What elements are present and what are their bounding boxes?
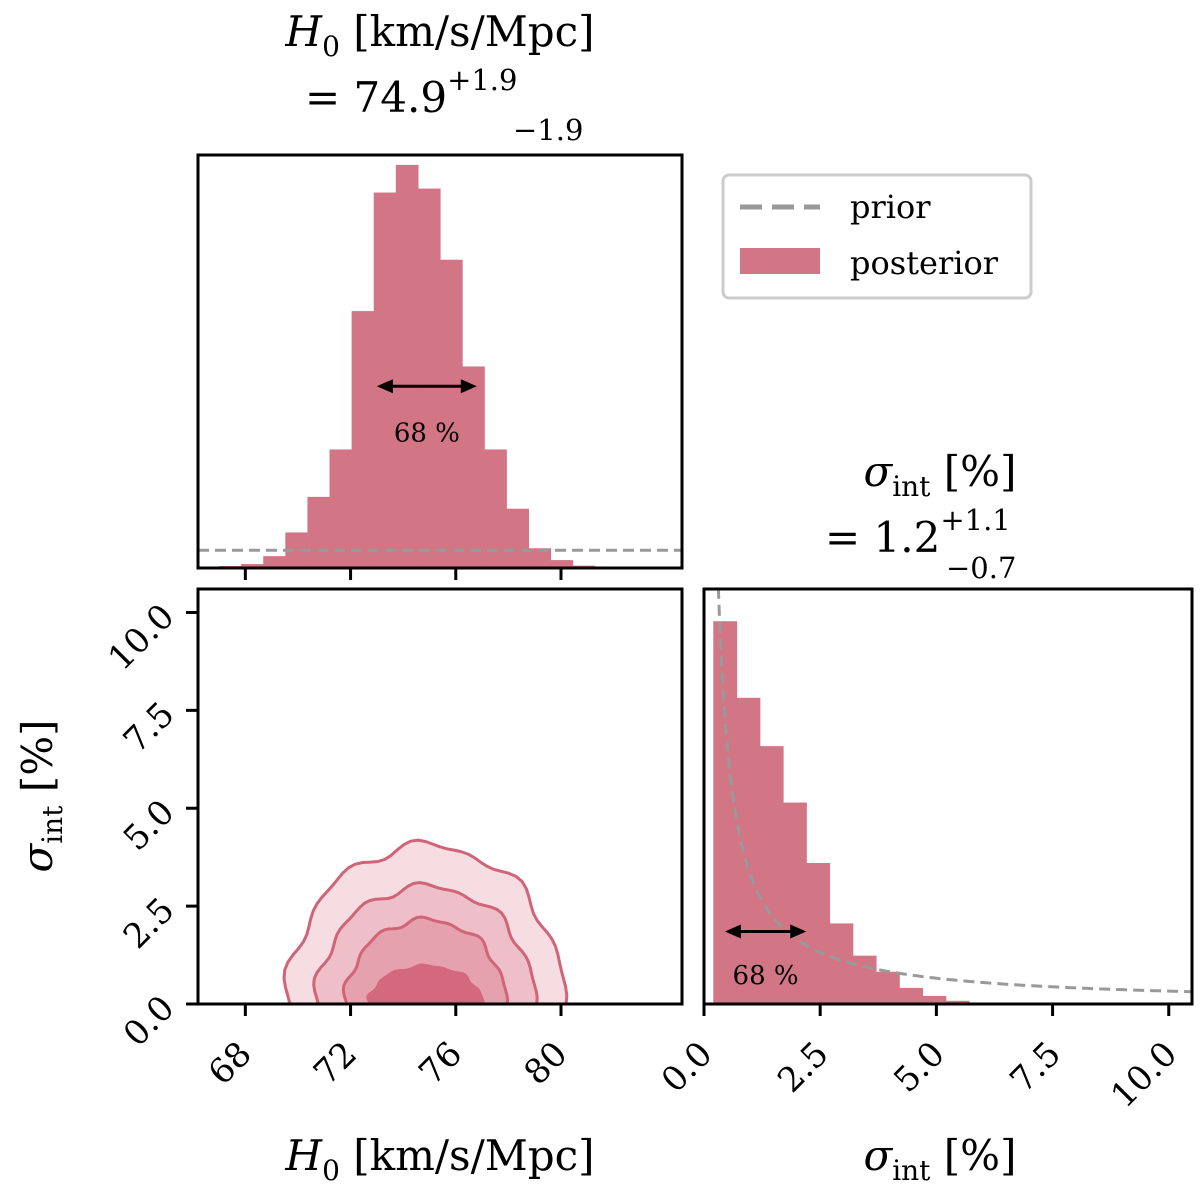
legend-prior-label: prior: [850, 188, 931, 226]
h0-title-sub: 0: [322, 30, 340, 63]
joint-x-label-sub: 0: [322, 1154, 340, 1185]
sigma-result-plus: +1.1: [940, 503, 1010, 537]
joint-x-tick-label: 68: [201, 1034, 260, 1093]
h0-title: H0 [km/s/Mpc]: [284, 7, 594, 63]
h0-bar: [263, 556, 286, 568]
joint-y-tick-label: 10.0: [101, 597, 183, 679]
sigma-bar: [783, 802, 807, 1004]
sigma-x-label: σint [%]: [864, 1131, 1017, 1185]
sigma-bar: [736, 697, 761, 1004]
sigma-x-label-units: [%]: [930, 1131, 1016, 1180]
h0-bar: [285, 532, 309, 568]
legend-posterior-swatch: [740, 248, 820, 274]
h0-marginal-frame: [196, 153, 684, 570]
sigma-bar: [713, 621, 738, 1004]
sigma-bar: [806, 862, 831, 1004]
sigma-x-tick-label: 2.5: [770, 1034, 837, 1101]
sigma-prior-line: [716, 589, 1192, 994]
h0-bar: [506, 508, 529, 568]
h0-result-plus: +1.9: [447, 63, 517, 97]
joint-x-label-units: [km/s/Mpc]: [340, 1131, 595, 1180]
joint-y-label: σint [%]: [13, 720, 69, 873]
h0-bar: [484, 449, 507, 568]
h0-bar: [241, 564, 264, 568]
sigma-title: σint [%]: [864, 447, 1017, 503]
h0-result-value: = 74.9: [305, 73, 447, 122]
sigma-x-tick-label: 7.5: [1002, 1034, 1069, 1101]
h0-result-minus: −1.9: [513, 113, 583, 147]
sigma-x-tick-label: 10.0: [1103, 1034, 1185, 1116]
joint-frame: [196, 587, 684, 1006]
joint-x-tick-label: 80: [516, 1034, 575, 1093]
h0-bar: [440, 259, 463, 568]
sigma-interval-arrow-right: [790, 924, 807, 939]
h0-title-units: [km/s/Mpc]: [340, 7, 595, 56]
h0-bar: [550, 560, 574, 568]
h0-bar: [307, 496, 331, 568]
joint-y-label-sub: int: [36, 805, 69, 844]
sigma-result-minus: −0.7: [946, 551, 1016, 585]
joint-x-label-param: H: [284, 1131, 323, 1180]
h0-bar: [329, 449, 353, 568]
sigma-interval-arrow-left: [724, 924, 741, 939]
h0-bar: [395, 164, 419, 568]
h0-bar: [351, 311, 375, 568]
sigma-interval-label: 68 %: [733, 961, 799, 991]
h0-bar: [417, 188, 441, 568]
h0-interval-arrow-left: [376, 379, 393, 394]
joint-x-tick-label: 76: [411, 1034, 470, 1093]
sigma-bar: [759, 746, 784, 1004]
joint-y-tick-label: 5.0: [116, 792, 183, 859]
contour-group: [282, 838, 569, 1004]
sigma-bar: [922, 995, 947, 1004]
h0-interval-arrow-right: [460, 379, 477, 394]
joint-y-tick-label: 0.0: [116, 988, 183, 1055]
contour-level-4: [366, 963, 485, 1004]
sigma-x-tick-label: 0.0: [654, 1034, 721, 1101]
h0-interval: 68 %: [376, 379, 477, 449]
sigma-result-value: = 1.2: [825, 513, 940, 562]
sigma-bar: [875, 971, 900, 1004]
sigma-prior-group: [716, 589, 1192, 994]
sigma-x-tick-label: 5.0: [886, 1034, 953, 1101]
h0-title-param: H: [284, 7, 323, 56]
sigma-bar: [829, 923, 854, 1004]
sigma-bar: [852, 955, 877, 1004]
legend: prior posterior: [721, 173, 1033, 300]
h0-bar: [373, 192, 397, 568]
sigma-title-units: [%]: [930, 447, 1016, 496]
joint-y-tick-label: 7.5: [116, 694, 183, 761]
h0-bar: [528, 548, 552, 568]
sigma-x-label-sub: int: [892, 1154, 931, 1185]
sigma-bar: [945, 1000, 970, 1004]
sigma-title-param: σ: [864, 447, 894, 496]
joint-y-label-units: [%]: [13, 720, 62, 806]
h0-interval-label: 68 %: [394, 419, 460, 449]
sigma-title-sub: int: [892, 470, 931, 503]
joint-x-label: H0 [km/s/Mpc]: [284, 1131, 594, 1185]
sigma-result: = 1.2+1.1: [825, 503, 1011, 562]
joint-y-label-param: σ: [13, 842, 62, 872]
joint-y-tick-label: 2.5: [116, 890, 183, 957]
sigma-bar: [899, 987, 924, 1004]
sigma-x-label-param: σ: [864, 1131, 894, 1180]
h0-bar: [462, 366, 485, 568]
sigma-interval: 68 %: [724, 924, 807, 991]
joint-x-tick-label: 72: [306, 1034, 365, 1093]
h0-result: = 74.9+1.9: [305, 63, 517, 122]
h0-histogram: [219, 164, 596, 568]
sigma-marginal-frame: [702, 587, 1194, 1006]
legend-posterior-label: posterior: [850, 244, 999, 282]
sigma-histogram: [713, 621, 993, 1004]
